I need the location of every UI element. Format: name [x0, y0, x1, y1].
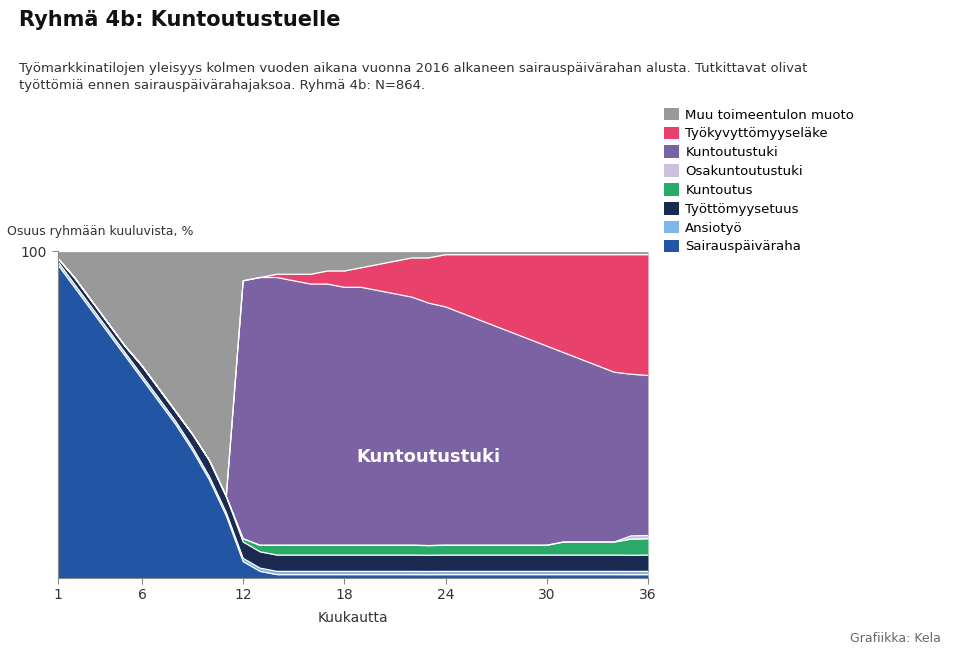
- Text: Työmarkkinatilojen yleisyys kolmen vuoden aikana vuonna 2016 alkaneen sairauspäi: Työmarkkinatilojen yleisyys kolmen vuode…: [19, 62, 807, 92]
- Text: Grafiikka: Kela: Grafiikka: Kela: [850, 632, 941, 645]
- Text: Osuus ryhmään kuuluvista, %: Osuus ryhmään kuuluvista, %: [8, 225, 194, 238]
- Text: Ryhmä 4b: Kuntoutustuelle: Ryhmä 4b: Kuntoutustuelle: [19, 10, 341, 30]
- Text: Kuntoutustuki: Kuntoutustuki: [357, 448, 501, 466]
- X-axis label: Kuukautta: Kuukautta: [318, 611, 388, 625]
- Legend: Muu toimeentulon muoto, Työkyvyttömyyseläke, Kuntoutustuki, Osakuntoutustuki, Ku: Muu toimeentulon muoto, Työkyvyttömyysel…: [664, 108, 854, 253]
